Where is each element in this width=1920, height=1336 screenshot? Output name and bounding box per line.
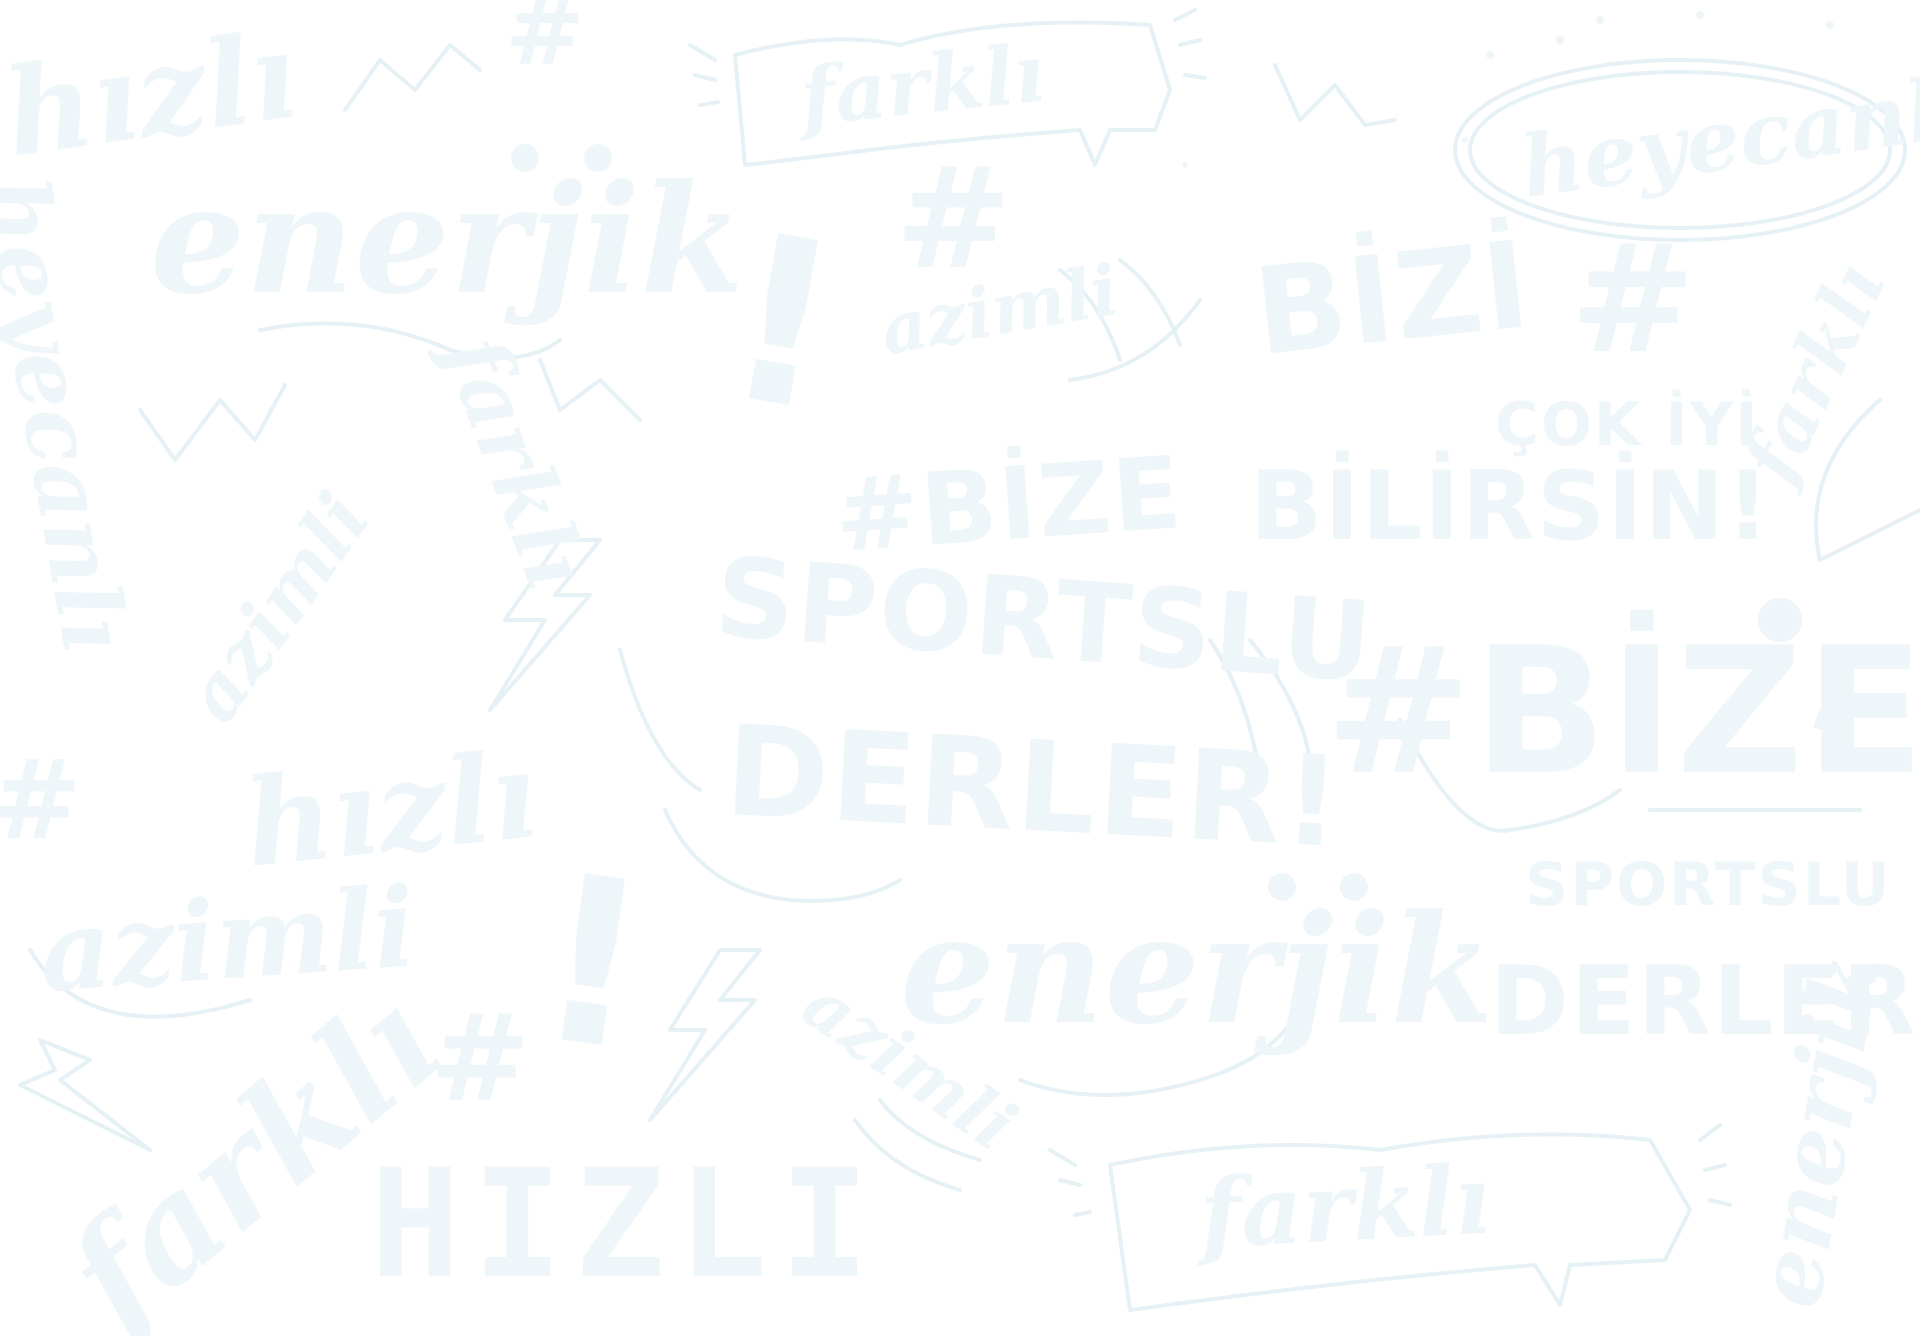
burst-lines	[1058, 258, 1182, 362]
dot-decoration	[1462, 137, 1468, 143]
dot-decoration	[1556, 36, 1564, 44]
squiggle-decoration	[343, 43, 482, 112]
word-farkli: farklı	[1197, 1144, 1494, 1271]
squiggle-decoration	[138, 383, 287, 462]
word-hash: #	[895, 138, 1015, 301]
word-hash: #	[0, 745, 84, 855]
dot-decoration	[1486, 51, 1494, 59]
word-enerjik: enerjik	[150, 152, 745, 328]
word-derler: DERLER!	[1490, 947, 1920, 1057]
squiggle-decoration	[538, 358, 642, 422]
word-hash: #	[505, 0, 587, 87]
word-bilirsin: BİLİRSİN!	[1250, 452, 1772, 562]
word-bizi: BİZİ	[1248, 215, 1538, 384]
oval-outline	[1468, 70, 1892, 230]
dot-decoration	[1696, 11, 1704, 19]
banner-outline	[1108, 1132, 1692, 1312]
word-derler: DERLER!	[721, 698, 1347, 877]
dot-decoration	[1596, 16, 1604, 24]
lightning-bolt-icon	[648, 948, 762, 1122]
word-enerjik: enerjik	[900, 882, 1495, 1058]
dot-decoration	[1826, 21, 1834, 29]
burst-lines	[1048, 1123, 1732, 1217]
swoosh-decoration	[1398, 718, 1622, 833]
burst-lines	[1208, 638, 1312, 782]
dot-decoration	[511, 144, 539, 172]
swoosh-decoration	[1814, 398, 1920, 562]
swoosh-decoration	[28, 948, 252, 1019]
word-farkli: farklı	[795, 25, 1049, 145]
dot-decoration	[1268, 873, 1296, 901]
swoosh-decoration	[1068, 298, 1202, 382]
squiggle-decoration	[1273, 63, 1397, 127]
word-hash: #	[1570, 213, 1698, 387]
word-hash: #	[430, 990, 533, 1129]
lightning-bolt-icon	[488, 538, 602, 712]
dot-decoration	[584, 144, 612, 172]
swoosh-decoration	[1018, 1008, 1302, 1097]
swoosh-decoration	[258, 321, 562, 360]
word-hash-bize: #BİZE	[1325, 611, 1920, 814]
dot-decoration	[1182, 162, 1188, 168]
dot-decoration	[1758, 598, 1802, 642]
lightning-bolt-icon	[18, 1038, 152, 1152]
word-cok-iyi: ÇOK İYİ	[1495, 390, 1760, 460]
oval-outline	[1453, 58, 1907, 242]
word-sportslu: SPORTSLU	[1525, 850, 1892, 920]
swoosh-decoration	[663, 808, 902, 903]
banner-outline	[733, 20, 1172, 167]
burst-lines	[853, 1098, 982, 1192]
dot-decoration	[1340, 873, 1368, 901]
burst-lines	[688, 8, 1207, 107]
word-hizli-caps: HIZLI	[370, 1138, 882, 1312]
swoosh-decoration	[618, 648, 702, 792]
